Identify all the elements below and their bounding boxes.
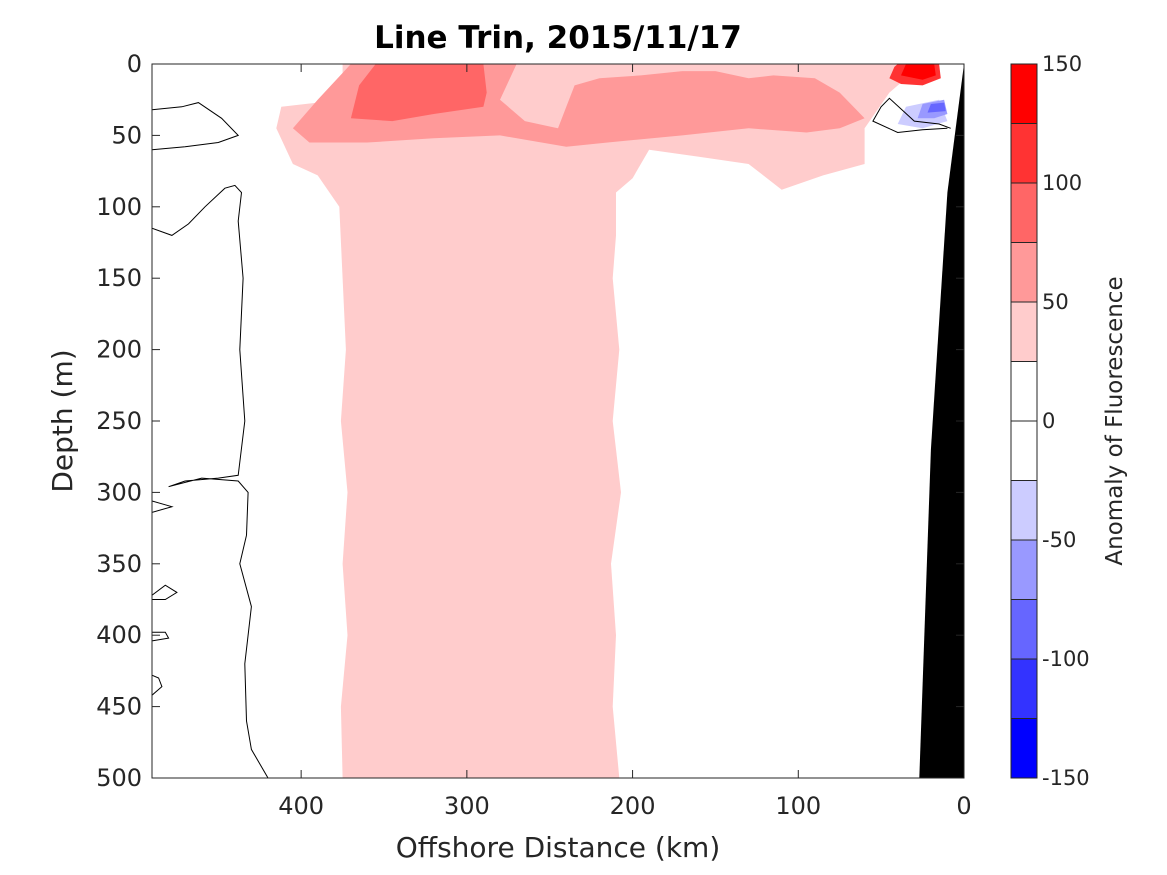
contour-line-0-6 [872, 97, 951, 134]
y-axis-label: Depth (m) [46, 349, 79, 492]
y-tick-label-450: 450 [96, 693, 142, 721]
colorbar: 150 100 50 0 -50 -100 -150 [1010, 52, 1090, 790]
colorbar-swatch-7 [1011, 480, 1037, 540]
colorbar-swatch-1 [1011, 123, 1037, 183]
x-axis: 400 300 200 100 0 [278, 64, 972, 820]
contour-line-0-2 [152, 584, 178, 600]
contour-line-0-0 [152, 102, 240, 151]
contour-fill-125-4 [901, 64, 936, 80]
y-tick-label-200: 200 [96, 336, 142, 364]
x-tick-label-400: 400 [278, 792, 324, 820]
y-tick-label-50: 50 [111, 121, 142, 149]
colorbar-swatch-11 [1011, 718, 1037, 778]
colorbar-swatch-9 [1011, 599, 1037, 659]
colorbar-swatch-5 [1011, 361, 1037, 421]
colorbar-tick-label--150: -150 [1042, 766, 1090, 790]
seafloor-shape [919, 64, 964, 778]
contour-line-0-4 [152, 674, 163, 696]
colorbar-tick-label-100: 100 [1042, 171, 1082, 195]
colorbar-label: Anomaly of Fluorescence [1102, 276, 1128, 565]
colorbar-swatch-2 [1011, 183, 1037, 243]
bathymetry [919, 64, 964, 778]
x-tick-label-0: 0 [956, 792, 971, 820]
colorbar-tick-label-50: 50 [1042, 290, 1069, 314]
colorbar-swatch-4 [1011, 302, 1037, 362]
colorbar-tick-label-150: 150 [1042, 52, 1082, 76]
x-axis-label: Offshore Distance (km) [396, 831, 721, 864]
colorbar-swatch-3 [1011, 242, 1037, 302]
plot-area: 400 300 200 100 0 0 50 100 150 200 250 300 350 400 45… [96, 50, 971, 820]
colorbar-swatch-10 [1011, 659, 1037, 719]
colorbar-tick-label--50: -50 [1042, 528, 1076, 552]
colorbar-tick-label--100: -100 [1042, 647, 1090, 671]
y-tick-label-350: 350 [96, 550, 142, 578]
x-tick-label-300: 300 [444, 792, 490, 820]
y-axis: 0 50 100 150 200 250 300 350 400 450 500 [96, 50, 964, 792]
y-tick-label-150: 150 [96, 264, 142, 292]
colorbar-swatch-0 [1011, 64, 1037, 124]
chart-title: Line Trin, 2015/11/17 [374, 20, 742, 56]
y-tick-label-250: 250 [96, 407, 142, 435]
filled-contours [276, 64, 948, 778]
contour-line-0-1 [152, 184, 269, 778]
contour-fill--75-7 [927, 102, 946, 113]
contour-line-0-3 [152, 631, 170, 642]
colorbar-swatch-6 [1011, 421, 1037, 481]
x-tick-label-100: 100 [775, 792, 821, 820]
colorbar-swatch-8 [1011, 540, 1037, 600]
colorbar-tick-label-0: 0 [1042, 409, 1055, 433]
y-tick-label-500: 500 [96, 764, 142, 792]
y-tick-label-400: 400 [96, 621, 142, 649]
contour-line-0-5 [152, 500, 174, 513]
x-tick-label-200: 200 [610, 792, 656, 820]
y-tick-label-100: 100 [96, 193, 142, 221]
y-tick-label-300: 300 [96, 478, 142, 506]
contour-fill-75-2 [350, 64, 487, 122]
y-tick-label-0: 0 [127, 50, 142, 78]
zero-contour-lines [152, 97, 951, 778]
contour-fill-25-0 [276, 64, 923, 778]
